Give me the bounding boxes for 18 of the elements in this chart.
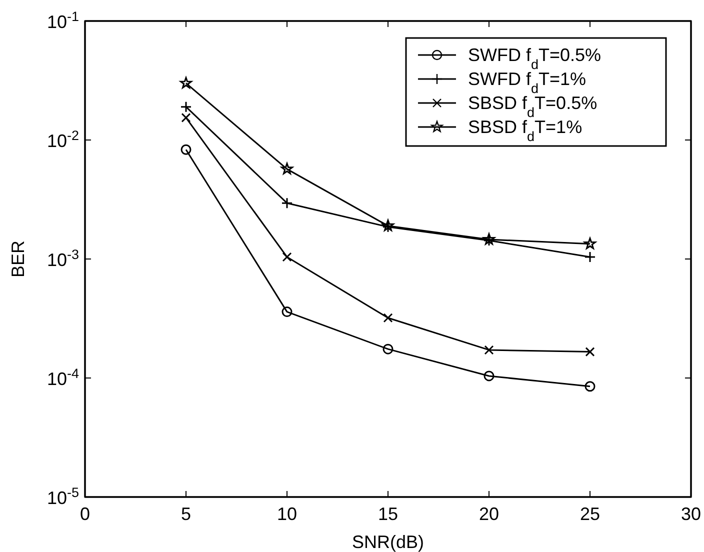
x-tick-label: 30 — [680, 504, 702, 524]
legend-label: SWFD f$_{d}$T=0.5% — [468, 45, 602, 72]
legend-label: SBSD f$_{d}$T=0.5% — [468, 93, 598, 120]
x-tick-label: 5 — [180, 504, 192, 524]
y-tick-label: 10$^{-1}$ — [46, 8, 79, 32]
x-tick-label: 25 — [580, 504, 600, 524]
x-tick-label: 15 — [378, 504, 398, 524]
y-tick-label: 10$^{-4}$ — [46, 366, 80, 390]
x-axis-title: SNR(dB) — [352, 532, 424, 552]
x-tick-label: 10 — [276, 504, 298, 524]
y-tick-label: 10$^{-2}$ — [46, 128, 79, 152]
y-tick-label: 10$^{-3}$ — [46, 246, 79, 270]
x-tick-label: 0 — [80, 504, 90, 524]
y-tick-label: 10$^{-5}$ — [46, 484, 79, 508]
y-axis-title: BER — [8, 240, 28, 278]
x-tick-label: 20 — [478, 504, 500, 524]
legend-label: SWFD f$_{d}$T=1% — [468, 69, 586, 96]
legend-label: SBSD f$_{d}$T=1% — [468, 117, 582, 144]
